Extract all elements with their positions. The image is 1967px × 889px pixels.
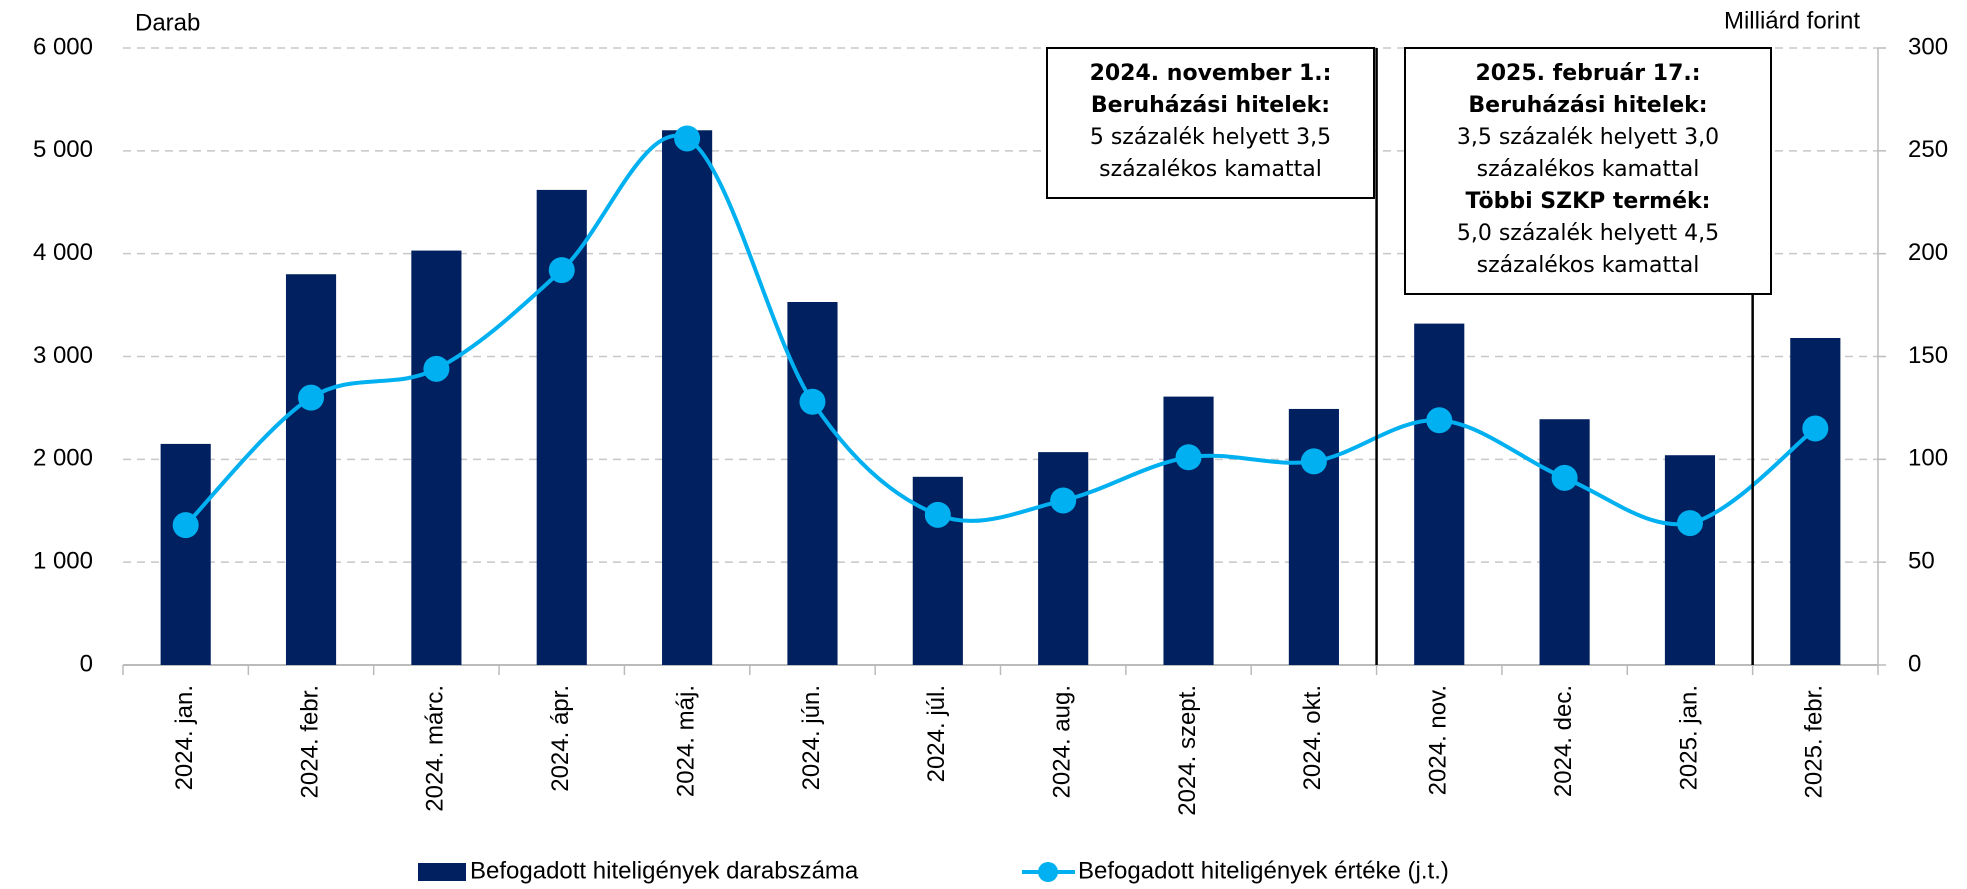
annotation: 2024. november 1.: Beruházási hitelek: 5 s… [1046, 47, 1375, 199]
annotation-line: százalékos kamattal [1099, 157, 1322, 182]
line-marker [298, 384, 325, 411]
y-tick-label: 5 000 [33, 136, 93, 163]
line-marker [1175, 444, 1202, 471]
y2-tick-label: 0 [1908, 650, 1921, 677]
bar [662, 130, 713, 665]
annotation-line: 5,0 százalék helyett 4,5 [1457, 221, 1719, 246]
x-tick-label: 2024. jan. [171, 685, 198, 790]
annotation-line: százalékos kamattal [1477, 157, 1700, 182]
y-tick-label: 4 000 [33, 239, 93, 266]
line-marker [423, 355, 450, 382]
x-tick-label: 2024. febr. [296, 685, 323, 798]
bar [1163, 396, 1214, 665]
y-tick-label: 6 000 [33, 33, 93, 60]
legend-swatch [418, 863, 466, 881]
annotation-box [1046, 47, 1375, 199]
annotation-line: Többi SZKP termék: [1466, 189, 1711, 214]
annotation-line: Beruházási hitelek: [1468, 93, 1707, 118]
line-marker [1551, 464, 1578, 491]
legend-label: Befogadott hiteligények értéke (j.t.) [1078, 857, 1449, 884]
y-tick-label: 0 [80, 650, 93, 677]
x-tick-label: 2025. jan. [1675, 685, 1702, 790]
y2-tick-label: 150 [1908, 342, 1948, 369]
annotation-line: 5 százalék helyett 3,5 [1090, 125, 1331, 150]
annotation-line: százalékos kamattal [1477, 253, 1700, 278]
y2-axis-label: Milliárd forint [1724, 7, 1860, 34]
x-tick-label: 2024. dec. [1550, 685, 1577, 797]
line-marker [799, 388, 826, 415]
bar [1790, 337, 1841, 665]
x-tick-label: 2024. aug. [1049, 685, 1076, 798]
y2-tick-label: 300 [1908, 33, 1948, 60]
bar [1664, 455, 1716, 665]
x-tick-label: 2024. jún. [798, 685, 825, 790]
bar [787, 301, 838, 665]
line-marker [924, 501, 951, 528]
line-marker [172, 512, 199, 539]
annotation-box [1404, 47, 1772, 295]
line-marker [1050, 487, 1077, 514]
annotation-line: 3,5 százalék helyett 3,0 [1457, 125, 1719, 150]
annotation-line: Beruházási hitelek: [1091, 93, 1330, 118]
y-tick-label: 3 000 [33, 342, 93, 369]
bar [411, 250, 462, 665]
y2-tick-label: 100 [1908, 445, 1948, 472]
bar [1038, 452, 1089, 665]
bar [1539, 419, 1590, 665]
line-marker [1300, 448, 1327, 475]
line-marker [674, 125, 701, 152]
bar [160, 443, 211, 665]
y-axis-label: Darab [135, 9, 200, 36]
x-tick-label: 2024. márc. [422, 685, 449, 812]
line-marker [1802, 415, 1829, 442]
y-tick-label: 2 000 [33, 445, 93, 472]
x-tick-label: 2024. szept. [1174, 685, 1201, 816]
bar [1288, 408, 1339, 665]
line-marker [548, 257, 575, 284]
annotation-line: 2025. február 17.: [1475, 61, 1700, 86]
line-marker [1426, 407, 1453, 434]
y-tick-label: 1 000 [33, 548, 93, 575]
x-tick-label: 2024. nov. [1425, 685, 1452, 795]
line-marker [1676, 510, 1703, 537]
x-tick-label: 2024. ápr. [547, 685, 574, 792]
legend-label: Befogadott hiteligények darabszáma [470, 857, 859, 884]
legend-swatch [1038, 862, 1058, 882]
x-tick-label: 2024. okt. [1299, 685, 1326, 790]
x-tick-label: 2025. febr. [1801, 685, 1828, 798]
annotation-line: 2024. november 1.: [1090, 61, 1332, 86]
bar [285, 274, 337, 665]
y2-tick-label: 200 [1908, 239, 1948, 266]
x-tick-label: 2024. máj. [672, 685, 699, 797]
y2-tick-label: 50 [1908, 548, 1935, 575]
bar [1414, 323, 1465, 665]
y2-tick-label: 250 [1908, 136, 1948, 163]
x-tick-label: 2024. júl. [923, 685, 950, 782]
annotation: 2025. február 17.: Beruházási hitelek: 3,5… [1404, 47, 1772, 295]
